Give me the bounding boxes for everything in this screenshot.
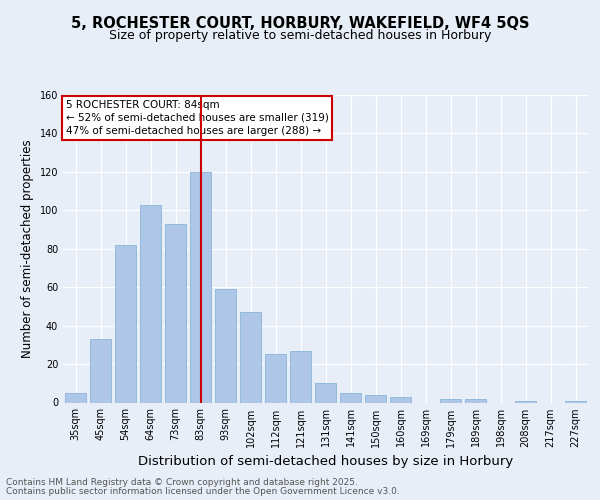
Bar <box>340 393 361 402</box>
Bar <box>140 204 161 402</box>
Bar <box>240 312 261 402</box>
Bar <box>365 395 386 402</box>
Bar <box>265 354 286 403</box>
Text: Contains HM Land Registry data © Crown copyright and database right 2025.: Contains HM Land Registry data © Crown c… <box>6 478 358 487</box>
Text: 5 ROCHESTER COURT: 84sqm
← 52% of semi-detached houses are smaller (319)
47% of : 5 ROCHESTER COURT: 84sqm ← 52% of semi-d… <box>65 100 329 136</box>
Text: 5, ROCHESTER COURT, HORBURY, WAKEFIELD, WF4 5QS: 5, ROCHESTER COURT, HORBURY, WAKEFIELD, … <box>71 16 529 32</box>
Bar <box>215 289 236 403</box>
Bar <box>440 398 461 402</box>
Bar <box>165 224 186 402</box>
Bar <box>315 384 336 402</box>
Bar <box>390 396 411 402</box>
Bar <box>565 400 586 402</box>
Bar <box>190 172 211 402</box>
Y-axis label: Number of semi-detached properties: Number of semi-detached properties <box>21 140 34 358</box>
Text: Size of property relative to semi-detached houses in Horbury: Size of property relative to semi-detach… <box>109 30 491 43</box>
Bar <box>465 398 486 402</box>
Bar <box>115 245 136 402</box>
Bar <box>290 350 311 403</box>
Bar <box>65 393 86 402</box>
Text: Contains public sector information licensed under the Open Government Licence v3: Contains public sector information licen… <box>6 487 400 496</box>
Bar <box>90 339 111 402</box>
Bar <box>515 400 536 402</box>
X-axis label: Distribution of semi-detached houses by size in Horbury: Distribution of semi-detached houses by … <box>138 455 513 468</box>
